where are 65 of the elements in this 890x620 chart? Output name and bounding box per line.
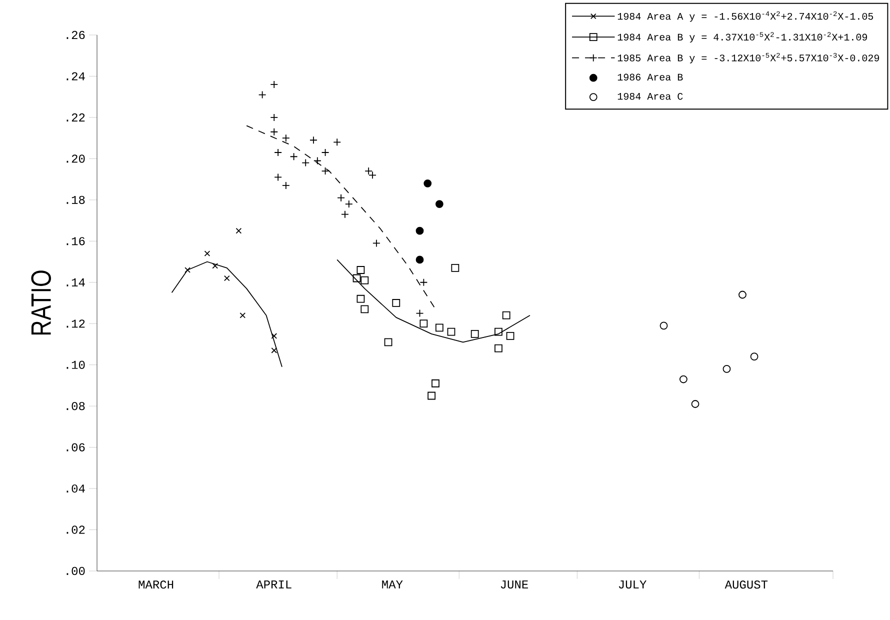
point	[184, 267, 190, 273]
point	[750, 352, 758, 361]
point	[271, 347, 278, 354]
y-tick-label: .24	[66, 72, 85, 80]
legend-label: 1985 Area B y = -3.12X10$^{-5}$X$^{2}$+5.57X10$^{-3}$X-0.029	[618, 52, 880, 64]
point	[506, 332, 514, 340]
x-tick-label: AUGUST	[724, 580, 768, 589]
point	[416, 226, 424, 235]
point	[435, 200, 444, 208]
point	[240, 312, 246, 318]
y-tick-label: .02	[66, 526, 85, 534]
line-series	[246, 125, 436, 310]
point	[204, 250, 210, 256]
point	[271, 333, 278, 339]
y-tick-label: .22	[66, 113, 85, 122]
point	[356, 266, 365, 274]
x-tick-label: JUNE	[500, 580, 528, 589]
point	[360, 276, 369, 284]
point	[428, 392, 436, 400]
point	[360, 305, 369, 314]
y-tick-label: .16	[66, 237, 85, 246]
point	[212, 262, 218, 269]
point	[416, 256, 424, 264]
point	[660, 322, 668, 330]
line-series	[171, 261, 282, 368]
point	[435, 324, 444, 332]
x-tick-label: APRIL	[256, 580, 292, 588]
y-tick-label: .12	[66, 320, 85, 328]
y-tick-label: .06	[66, 443, 85, 452]
y-tick-label: .08	[66, 402, 85, 410]
point	[224, 275, 230, 282]
point	[502, 311, 510, 320]
y-tick-label: .26	[66, 30, 85, 40]
point	[236, 228, 242, 234]
point	[494, 328, 502, 336]
y-tick-label: .04	[66, 484, 85, 493]
point	[494, 344, 502, 352]
point	[420, 320, 428, 328]
point	[691, 400, 700, 408]
y-tick-label: .10	[66, 360, 85, 369]
point	[722, 365, 731, 373]
point	[679, 375, 688, 384]
legend-label: 1986 Area B	[618, 74, 683, 81]
y-tick-label: .14	[66, 278, 85, 286]
x-tick-label: JULY	[618, 580, 646, 589]
legend-label: 1984 Area A y = -1.56X10$^{-4}$X$^{2}$+2.74X10$^{-2}$X-1.05	[618, 11, 874, 22]
point	[447, 328, 456, 336]
point	[352, 274, 361, 282]
legend-label: 1984 Area B y = 4.37X10$^{-5}$X$^{2}$-1.31X10$^{-2}$X+1.09	[618, 32, 868, 43]
y-axis-title: RATIO	[31, 270, 51, 335]
y-tick-label: .20	[66, 154, 85, 163]
point	[432, 379, 440, 388]
legend-label: 1984 Area C	[618, 92, 683, 100]
line-series	[336, 259, 530, 343]
point	[424, 179, 432, 188]
point	[451, 264, 460, 272]
x-tick-label: MARCH	[138, 580, 174, 589]
x-tick-label: MAY	[382, 580, 403, 588]
point	[356, 294, 365, 303]
y-tick-label: .18	[66, 196, 85, 204]
y-tick-label: .00	[66, 566, 85, 576]
point	[738, 290, 746, 299]
point	[470, 330, 479, 338]
point	[392, 299, 400, 307]
point	[384, 338, 392, 346]
